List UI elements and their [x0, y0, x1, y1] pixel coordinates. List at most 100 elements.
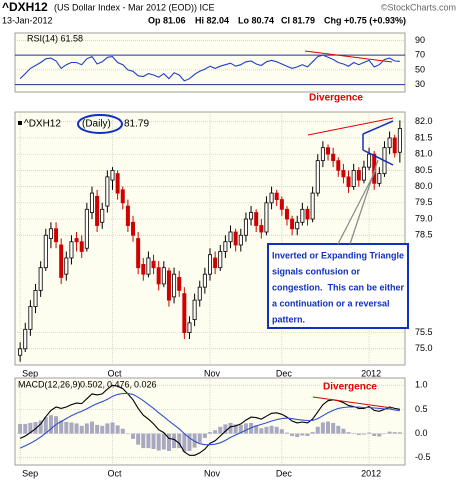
candle-body	[110, 169, 115, 181]
legend-swatch	[18, 121, 22, 125]
candle-body	[172, 273, 177, 298]
histogram-bar	[254, 425, 259, 434]
candle-body	[151, 260, 156, 269]
candle-body	[284, 208, 289, 220]
histogram-bar	[279, 429, 284, 434]
candle-body	[187, 322, 192, 333]
y-tick-label: 50	[415, 64, 425, 74]
histogram-bar	[346, 432, 351, 434]
histogram-bar	[182, 433, 187, 452]
trend-line	[307, 117, 394, 136]
candle-body	[146, 257, 151, 275]
histogram-bar	[238, 424, 243, 434]
x-tick-label: Oct	[107, 368, 122, 378]
price-legend: ^DXH12	[24, 119, 61, 130]
candle-body	[228, 231, 233, 243]
histogram-bar	[243, 423, 248, 434]
histogram-bar	[264, 426, 269, 434]
histogram-bar	[213, 430, 218, 434]
histogram-bar	[141, 433, 146, 449]
candle-body	[202, 273, 207, 288]
histogram-bar	[192, 433, 197, 448]
candle-body	[28, 306, 33, 330]
y-tick-label: 75.0	[415, 343, 433, 353]
y-tick-label: 90	[415, 35, 425, 45]
candle-body	[254, 212, 259, 226]
histogram-bar	[156, 433, 161, 451]
candle-body	[23, 328, 28, 350]
candle-body	[331, 153, 336, 162]
histogram-bar	[28, 422, 33, 434]
candle-body	[136, 238, 141, 269]
histogram-bar	[367, 432, 372, 434]
candle-body	[166, 270, 171, 301]
candle-body	[48, 228, 53, 239]
annotation-text: pattern.	[272, 314, 305, 324]
candle-body	[290, 218, 295, 230]
y-tick-label: 80.0	[415, 181, 433, 191]
candle-body	[310, 192, 315, 220]
triangle-line	[362, 149, 394, 166]
candle-body	[351, 169, 356, 188]
annotation-text: a continuation or a reversal	[272, 298, 390, 308]
histogram-bar	[84, 423, 89, 434]
highlight-ellipse	[77, 114, 123, 134]
candle-body	[295, 221, 300, 230]
candle-body	[387, 137, 392, 149]
histogram-bar	[310, 432, 315, 434]
date: 13-Jan-2012	[2, 15, 53, 25]
candle-body	[54, 228, 59, 243]
y-tick-label: 0.5	[415, 404, 428, 414]
annotation-text: signals confusion or	[272, 266, 361, 276]
histogram-bar	[136, 433, 141, 445]
histogram-bar	[361, 433, 366, 435]
candle-body	[197, 286, 202, 301]
candle-body	[274, 192, 279, 200]
y-tick-label: 75.5	[415, 327, 433, 337]
y-tick-label: 70	[415, 50, 425, 60]
histogram-bar	[320, 422, 325, 434]
histogram-bar	[115, 425, 120, 434]
histogram-bar	[341, 428, 346, 434]
histogram-bar	[274, 426, 279, 434]
histogram-bar	[377, 433, 382, 437]
histogram-bar	[43, 417, 48, 434]
histogram-bar	[233, 424, 238, 434]
histogram-bar	[23, 423, 28, 434]
candle-body	[161, 267, 166, 285]
pointer-line	[337, 169, 377, 245]
macd-label: MACD(12,26,9)	[18, 379, 81, 389]
x-tick-label: Oct	[107, 468, 122, 478]
histogram-bar	[259, 428, 264, 434]
description: (US Dollar Index - Mar 2012 (EOD)) ICE	[54, 2, 215, 12]
candle-body	[38, 267, 43, 291]
histogram-bar	[228, 422, 233, 434]
candle-body	[269, 192, 274, 204]
histogram-bar	[187, 433, 192, 451]
trend-line	[304, 50, 393, 63]
candle-body	[279, 199, 284, 210]
histogram-bar	[131, 433, 136, 439]
histogram-bar	[315, 426, 320, 434]
candle-body	[372, 153, 377, 184]
histogram-bar	[397, 432, 402, 434]
triangle-line	[362, 120, 394, 135]
y-tick-label: 81.5	[415, 132, 433, 142]
x-tick-label: Nov	[204, 468, 221, 478]
candle-body	[120, 189, 125, 204]
candle-body	[69, 241, 74, 259]
histogram-bar	[161, 433, 166, 450]
macd-label: 0.026	[134, 379, 157, 389]
candle-body	[367, 153, 372, 168]
series-line	[19, 54, 400, 82]
histogram-bar	[59, 420, 64, 434]
histogram-bar	[336, 425, 341, 434]
histogram-bar	[326, 421, 331, 434]
candle-body	[84, 208, 89, 249]
candle-body	[141, 264, 146, 275]
y-tick-label: -0.5	[415, 452, 431, 462]
histogram-bar	[269, 425, 274, 434]
histogram-bar	[300, 433, 305, 436]
histogram-bar	[223, 424, 228, 434]
histogram-bar	[33, 421, 38, 434]
